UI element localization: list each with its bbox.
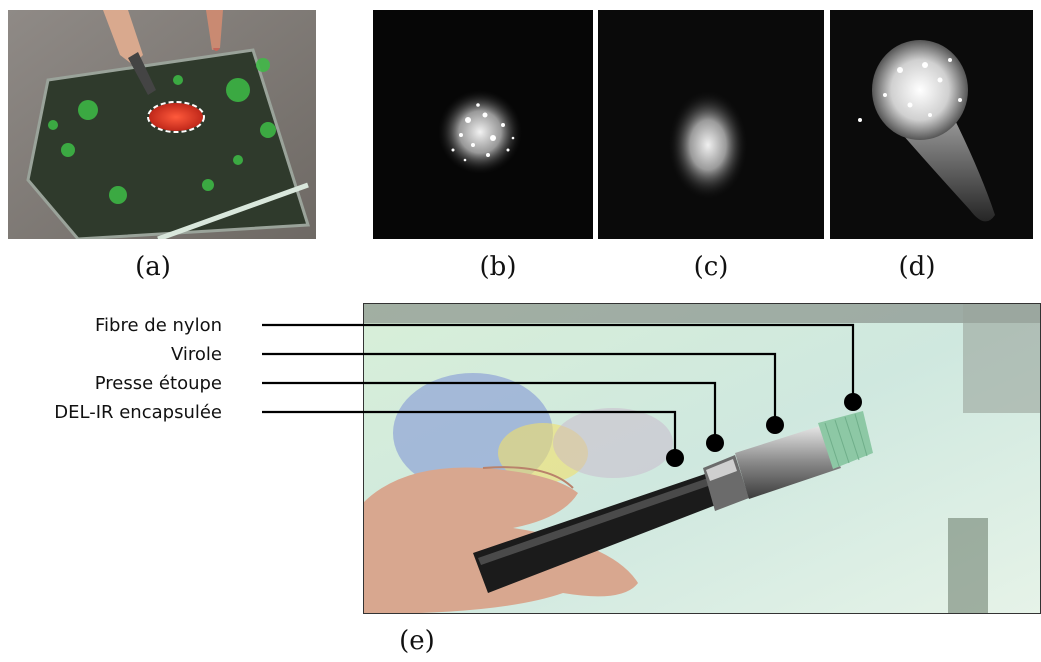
label-presse-etoupe: Presse étoupe xyxy=(94,373,222,394)
label-virole: Virole xyxy=(170,344,222,365)
caption-c: (c) xyxy=(693,252,729,282)
caption-e: (e) xyxy=(399,626,435,656)
ir-blob-image-brush xyxy=(830,10,1033,239)
caption-b: (b) xyxy=(479,252,517,282)
label-fibre-de-nylon: Fibre de nylon xyxy=(95,315,222,336)
label-del-ir: DEL-IR encapsulée xyxy=(54,402,222,423)
ir-blob-image-diffuse xyxy=(598,10,824,239)
photo-tabletop-interaction xyxy=(8,10,316,239)
caption-a: (a) xyxy=(135,252,171,282)
ir-blob-image-sparse xyxy=(373,10,593,239)
caption-d: (d) xyxy=(898,252,936,282)
